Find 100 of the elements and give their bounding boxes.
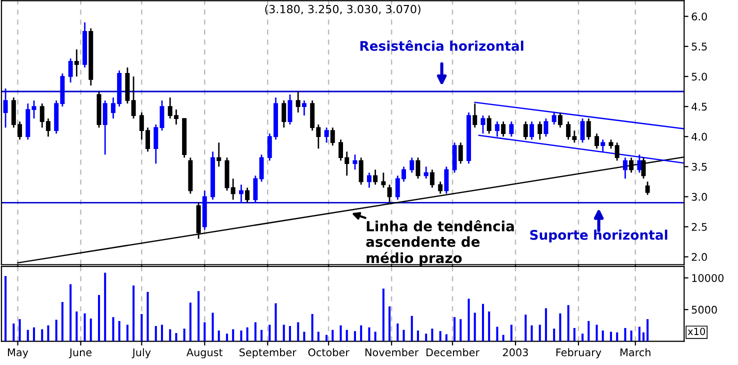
candlestick bbox=[558, 112, 562, 128]
bar bbox=[218, 330, 220, 342]
bar bbox=[260, 330, 263, 342]
candlestick bbox=[424, 166, 428, 180]
y-tick-label: 2.5 bbox=[692, 222, 707, 231]
bar bbox=[169, 329, 172, 342]
bar bbox=[553, 328, 556, 342]
x-tick-label: August bbox=[186, 348, 223, 358]
x-tick-label: June bbox=[68, 348, 92, 358]
candlestick bbox=[366, 172, 372, 188]
bar bbox=[638, 326, 640, 342]
bar bbox=[388, 306, 391, 342]
bar bbox=[402, 330, 405, 342]
bar bbox=[488, 311, 490, 342]
bar bbox=[41, 329, 44, 342]
x-tick-label: 2003 bbox=[503, 348, 528, 356]
bar bbox=[624, 328, 626, 342]
candlestick bbox=[600, 138, 606, 152]
bar bbox=[98, 294, 100, 342]
candlestick bbox=[509, 120, 514, 138]
bar bbox=[439, 331, 442, 342]
bar bbox=[544, 308, 547, 342]
candlestick bbox=[586, 118, 591, 140]
legend-label: Suporte horizontal bbox=[530, 230, 668, 242]
bar bbox=[183, 328, 186, 342]
candlestick bbox=[544, 118, 548, 138]
x-tick-label: May bbox=[8, 348, 28, 358]
y-tick-label: 5000 bbox=[692, 306, 717, 314]
bar bbox=[76, 311, 78, 342]
candlestick bbox=[302, 100, 306, 116]
bar bbox=[425, 334, 428, 342]
x-tick-label: December bbox=[426, 348, 480, 356]
bar bbox=[4, 276, 7, 342]
bar bbox=[26, 330, 29, 342]
bar bbox=[445, 334, 448, 342]
candlestick bbox=[238, 184, 244, 204]
annotation: Linha de tendência ascendente de médio prazo bbox=[366, 220, 514, 266]
candlestick bbox=[580, 118, 585, 144]
y-tick-label: 10000 bbox=[692, 274, 724, 282]
candlestick bbox=[608, 138, 614, 150]
bar bbox=[630, 330, 632, 342]
y-tick-label: 3.5 bbox=[692, 162, 707, 171]
bar bbox=[616, 332, 618, 342]
bar bbox=[55, 320, 58, 342]
bar bbox=[431, 328, 434, 342]
bar bbox=[368, 327, 370, 342]
bar bbox=[84, 313, 86, 342]
candlestick bbox=[645, 180, 650, 196]
bar bbox=[112, 317, 114, 342]
bar bbox=[610, 332, 612, 342]
y-tick-label: 3.0 bbox=[692, 192, 707, 201]
bar bbox=[530, 325, 533, 342]
candlestick bbox=[594, 132, 600, 150]
bar bbox=[374, 332, 376, 342]
candlestick bbox=[230, 178, 236, 200]
bar bbox=[474, 312, 476, 342]
bar bbox=[146, 292, 149, 342]
bar bbox=[317, 332, 320, 342]
bar bbox=[460, 319, 462, 342]
bar bbox=[311, 314, 314, 342]
bar bbox=[70, 284, 72, 342]
candlestick bbox=[358, 156, 364, 186]
candlestick bbox=[538, 120, 542, 140]
bar bbox=[326, 334, 328, 342]
bar bbox=[416, 330, 419, 342]
bar bbox=[396, 324, 399, 342]
bar bbox=[340, 325, 342, 342]
candlestick bbox=[131, 76, 136, 120]
bar bbox=[297, 322, 300, 342]
candlestick bbox=[288, 94, 292, 126]
bar bbox=[140, 314, 143, 342]
bar bbox=[360, 325, 362, 342]
bar bbox=[254, 322, 256, 342]
candlestick bbox=[3, 88, 8, 128]
candlestick bbox=[373, 168, 378, 186]
bar bbox=[240, 330, 242, 342]
bar bbox=[32, 327, 35, 342]
bar bbox=[602, 330, 604, 342]
bar bbox=[204, 322, 206, 342]
bar bbox=[567, 305, 570, 342]
candlestick bbox=[472, 102, 478, 128]
bar bbox=[212, 312, 214, 342]
bar bbox=[104, 272, 106, 342]
bar bbox=[538, 324, 541, 342]
y-tick-label: 6.0 bbox=[692, 12, 707, 20]
bar bbox=[268, 324, 271, 342]
y-tick-label: 4.0 bbox=[692, 132, 707, 141]
bar bbox=[288, 326, 291, 342]
candlestick bbox=[438, 180, 443, 194]
bar bbox=[502, 334, 504, 342]
bar bbox=[596, 324, 598, 342]
bar bbox=[18, 319, 21, 342]
candlestick bbox=[324, 126, 329, 144]
candlestick bbox=[416, 156, 420, 180]
bar bbox=[232, 329, 234, 342]
y-tick-label: 4.5 bbox=[692, 102, 707, 111]
bar bbox=[132, 285, 135, 342]
candlestick bbox=[330, 126, 335, 146]
text: x10 bbox=[688, 328, 706, 336]
x-tick-label: July bbox=[132, 348, 151, 358]
